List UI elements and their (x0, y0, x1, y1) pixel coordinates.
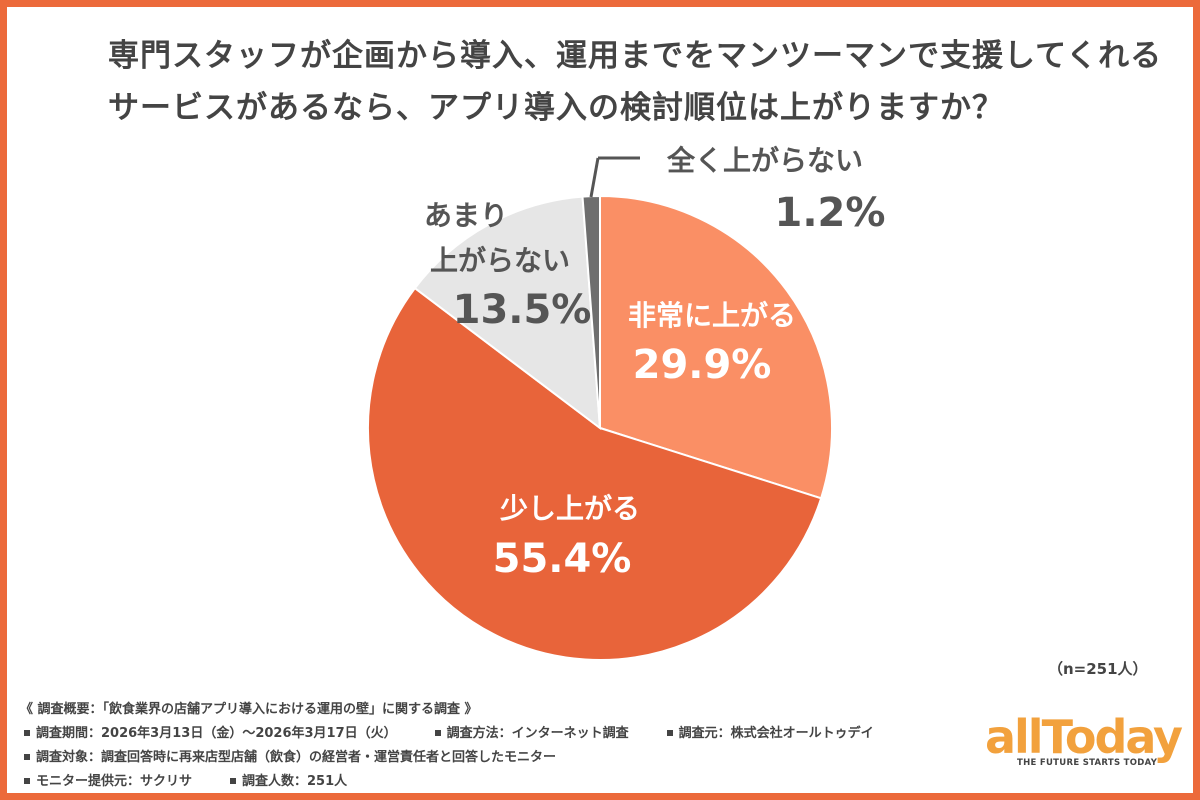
slice-value-not-at-all: 1.2% (775, 190, 886, 236)
survey-count: 調査人数：251人 (242, 774, 348, 789)
survey-summary: 《 調査概要：「飲食業界の店舗アプリ導入における運用の壁」に関する調査 》 調査… (20, 698, 908, 794)
survey-period: 調査期間：2026年3月13日（金）〜2026年3月17日（火） (36, 726, 397, 741)
bullet-square-icon (434, 729, 441, 736)
slice-very-up (599, 194, 833, 500)
alltoday-logo: allToday THE FUTURE STARTS TODAY (985, 710, 1183, 768)
slice-label-not-at-all: 全く上がらない (666, 144, 863, 177)
slice-label-slightly-up: 少し上がる (500, 492, 640, 525)
logo-tagline: THE FUTURE STARTS TODAY (1017, 758, 1158, 768)
bullet-square-icon (24, 729, 30, 736)
sample-size-note: （n=251人） (1048, 660, 1148, 678)
slice-slightly-up (367, 286, 823, 661)
slice-label-not-much-line2: 上がらない (430, 244, 570, 277)
title-line-1: 専門スタッフが企画から導入、運用までをマンツーマンで支援してくれる (108, 38, 1163, 74)
survey-organizer-cell: 調査元：株式会社オールトゥデイ (663, 722, 874, 746)
slice-value-slightly-up: 55.4% (493, 536, 632, 582)
slice-label-not-much-line1: あまり (424, 199, 508, 232)
slice-value-very-up: 29.9% (633, 342, 772, 388)
bullet-square-icon (666, 729, 673, 736)
survey-panel: モニター提供元：サクリサ (36, 774, 193, 789)
bullet-square-icon (230, 777, 237, 784)
survey-organizer: 調査元：株式会社オールトゥデイ (678, 726, 874, 741)
survey-method: 調査方法：インターネット調査 (446, 726, 629, 741)
survey-count-cell: 調査人数：251人 (226, 770, 347, 794)
survey-period-cell: 調査期間：2026年3月13日（金）〜2026年3月17日（火） (20, 722, 397, 746)
logo-wordmark: allToday (985, 710, 1183, 764)
chart-title: 専門スタッフが企画から導入、運用までをマンツーマンで支援してくれる サービスがあ… (108, 30, 1163, 134)
bullet-square-icon (24, 777, 30, 784)
survey-row-3: モニター提供元：サクリサ 調査人数：251人 (20, 770, 908, 794)
survey-row-1: 調査期間：2026年3月13日（金）〜2026年3月17日（火） 調査方法：インタ… (20, 722, 908, 746)
title-line-2: サービスがあるなら、アプリ導入の検討順位は上がりますか？ (108, 90, 1004, 126)
leader-line-not-at-all (589, 157, 600, 198)
survey-target: 調査対象：調査回答時に再来店型店舗（飲食）の経営者・運営責任者と回答したモニター (36, 750, 557, 765)
survey-heading: 《 調査概要：「飲食業界の店舗アプリ導入における運用の壁」に関する調査 》 (20, 702, 478, 717)
bullet-square-icon (24, 753, 30, 760)
pie-slices (367, 194, 833, 661)
survey-row-2: 調査対象：調査回答時に再来店型店舗（飲食）の経営者・運営責任者と回答したモニター (20, 746, 908, 770)
slice-value-not-much: 13.5% (453, 287, 592, 333)
slice-label-very-up: 非常に上がる (628, 299, 796, 332)
survey-method-cell: 調査方法：インターネット調査 (431, 722, 629, 746)
slice-not-much (413, 195, 602, 431)
survey-panel-cell: モニター提供元：サクリサ (20, 770, 192, 794)
